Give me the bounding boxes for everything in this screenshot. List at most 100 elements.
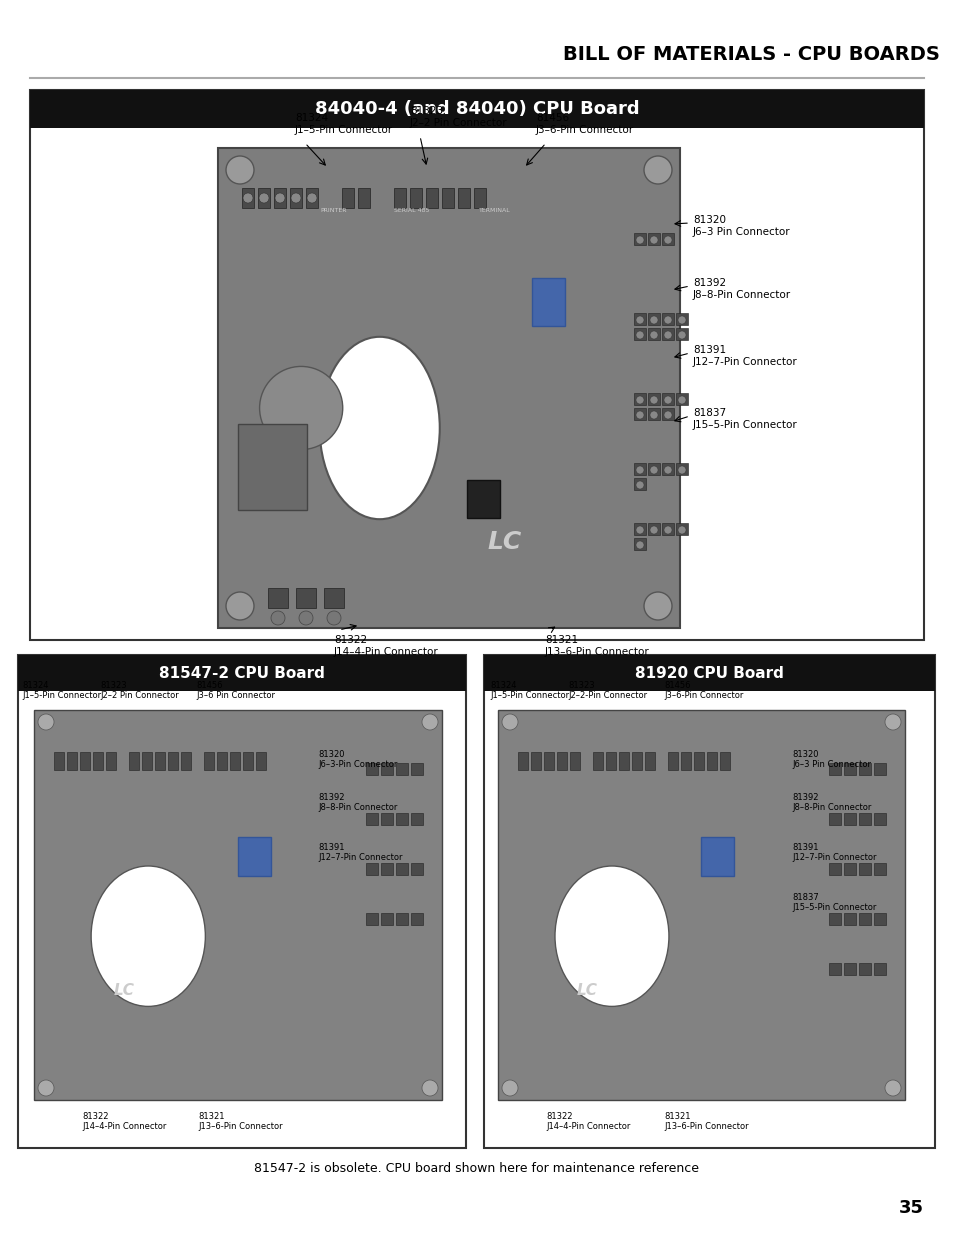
Bar bbox=[634, 478, 645, 490]
Bar bbox=[700, 837, 733, 876]
Text: 81392
J8–8-Pin Connector: 81392 J8–8-Pin Connector bbox=[692, 278, 790, 300]
Bar bbox=[661, 463, 673, 475]
Text: 81391
J12–7-Pin Connector: 81391 J12–7-Pin Connector bbox=[791, 844, 876, 862]
Circle shape bbox=[327, 611, 340, 625]
Bar bbox=[357, 188, 370, 207]
Bar bbox=[168, 752, 178, 769]
Text: SERIAL 485: SERIAL 485 bbox=[394, 207, 429, 212]
Bar bbox=[366, 763, 377, 776]
Bar bbox=[380, 813, 393, 825]
Text: 84040-4 (and 84040) CPU Board: 84040-4 (and 84040) CPU Board bbox=[314, 100, 639, 119]
Circle shape bbox=[636, 541, 643, 550]
Circle shape bbox=[636, 526, 643, 534]
Bar bbox=[324, 588, 344, 608]
Bar bbox=[18, 655, 465, 692]
Bar bbox=[720, 752, 729, 769]
Circle shape bbox=[663, 396, 671, 404]
Text: PRINTER: PRINTER bbox=[320, 207, 346, 212]
Text: 81547-2 is obsolete. CPU board shown here for maintenance reference: 81547-2 is obsolete. CPU board shown her… bbox=[254, 1161, 699, 1174]
Bar bbox=[426, 188, 437, 207]
Bar bbox=[634, 522, 645, 535]
Text: 81323
J2–2 Pin Connector: 81323 J2–2 Pin Connector bbox=[410, 106, 507, 128]
Bar bbox=[268, 588, 288, 608]
Bar bbox=[858, 963, 870, 974]
Bar bbox=[676, 463, 687, 475]
Bar bbox=[647, 463, 659, 475]
Text: 81456
J3–6-Pin Connector: 81456 J3–6-Pin Connector bbox=[663, 680, 742, 700]
Text: 81920 CPU Board: 81920 CPU Board bbox=[635, 666, 783, 680]
Circle shape bbox=[678, 526, 685, 534]
Circle shape bbox=[884, 714, 900, 730]
Bar bbox=[457, 188, 470, 207]
Bar bbox=[676, 522, 687, 535]
Bar bbox=[474, 188, 485, 207]
Circle shape bbox=[678, 396, 685, 404]
Circle shape bbox=[501, 714, 517, 730]
Bar bbox=[257, 188, 270, 207]
Circle shape bbox=[649, 466, 658, 474]
Bar bbox=[181, 752, 191, 769]
Bar bbox=[497, 710, 904, 1100]
Bar bbox=[634, 408, 645, 420]
Bar bbox=[557, 752, 566, 769]
Circle shape bbox=[291, 193, 301, 203]
Ellipse shape bbox=[319, 337, 439, 519]
Text: LC: LC bbox=[113, 983, 134, 998]
Text: 81392
J8–8-Pin Connector: 81392 J8–8-Pin Connector bbox=[317, 793, 397, 813]
Bar bbox=[394, 188, 406, 207]
Bar bbox=[858, 763, 870, 776]
Bar bbox=[142, 752, 152, 769]
Bar bbox=[661, 522, 673, 535]
Text: 81323
J2–2-Pin Connector: 81323 J2–2-Pin Connector bbox=[567, 680, 646, 700]
Bar bbox=[634, 329, 645, 340]
Bar bbox=[531, 752, 540, 769]
Bar bbox=[858, 863, 870, 876]
Text: 81320
J6–3 Pin Connector: 81320 J6–3 Pin Connector bbox=[692, 215, 790, 237]
Circle shape bbox=[663, 466, 671, 474]
Bar bbox=[483, 655, 934, 1149]
Circle shape bbox=[649, 316, 658, 324]
Text: 81321
J13–6-Pin Connector: 81321 J13–6-Pin Connector bbox=[544, 635, 649, 657]
Text: 81323
J2–2 Pin Connector: 81323 J2–2 Pin Connector bbox=[100, 680, 178, 700]
Bar bbox=[634, 233, 645, 245]
Bar bbox=[237, 424, 307, 510]
Text: BILL OF MATERIALS - CPU BOARDS: BILL OF MATERIALS - CPU BOARDS bbox=[562, 46, 939, 64]
Bar bbox=[242, 188, 253, 207]
Circle shape bbox=[678, 331, 685, 338]
Circle shape bbox=[663, 526, 671, 534]
Text: 81324
J1–5-Pin Connector: 81324 J1–5-Pin Connector bbox=[490, 680, 569, 700]
Bar bbox=[255, 752, 266, 769]
Circle shape bbox=[663, 316, 671, 324]
Text: 81456
J3–6-Pin Connector: 81456 J3–6-Pin Connector bbox=[536, 114, 634, 135]
Circle shape bbox=[663, 331, 671, 338]
Bar bbox=[843, 863, 855, 876]
Bar bbox=[676, 312, 687, 325]
Text: 81456
J3–6 Pin Connector: 81456 J3–6 Pin Connector bbox=[195, 680, 274, 700]
Bar bbox=[411, 863, 422, 876]
Ellipse shape bbox=[555, 866, 668, 1007]
Bar bbox=[873, 963, 885, 974]
Circle shape bbox=[226, 156, 253, 184]
Circle shape bbox=[259, 367, 342, 450]
Bar bbox=[366, 813, 377, 825]
Bar bbox=[873, 913, 885, 925]
Bar bbox=[366, 913, 377, 925]
Circle shape bbox=[884, 1079, 900, 1095]
Bar bbox=[18, 655, 465, 1149]
Text: 81324
J1–5-Pin Connector: 81324 J1–5-Pin Connector bbox=[294, 114, 393, 135]
Bar bbox=[30, 90, 923, 128]
Text: 81837
J15–5-Pin Connector: 81837 J15–5-Pin Connector bbox=[791, 893, 876, 913]
Text: TERMINAL: TERMINAL bbox=[478, 207, 511, 212]
Circle shape bbox=[258, 193, 269, 203]
Circle shape bbox=[38, 1079, 54, 1095]
Bar bbox=[54, 752, 64, 769]
Bar bbox=[661, 408, 673, 420]
Circle shape bbox=[307, 193, 316, 203]
Bar bbox=[706, 752, 717, 769]
Bar bbox=[647, 312, 659, 325]
Circle shape bbox=[636, 466, 643, 474]
Bar bbox=[411, 763, 422, 776]
Text: 81320
J6–3-Pin Connector: 81320 J6–3-Pin Connector bbox=[317, 750, 397, 769]
Circle shape bbox=[421, 1079, 437, 1095]
Circle shape bbox=[274, 193, 285, 203]
